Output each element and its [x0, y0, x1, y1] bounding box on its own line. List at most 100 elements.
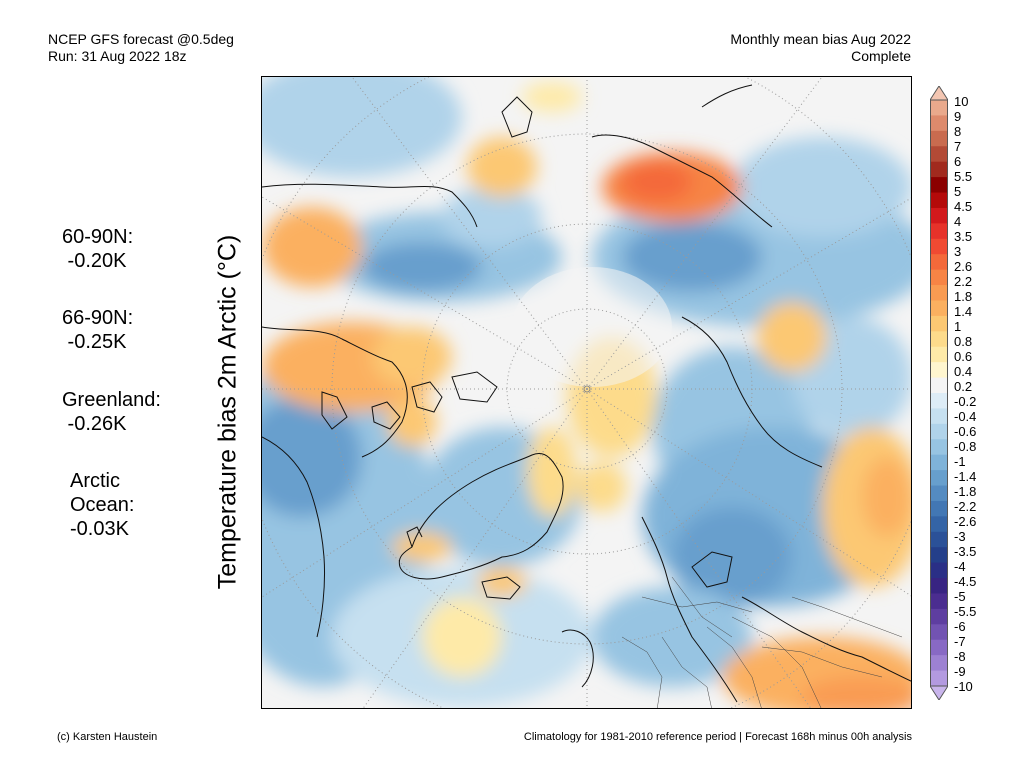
- y-axis-label: Temperature bias 2m Arctic (°C): [213, 234, 242, 590]
- colorbar-tick-label: -2.2: [954, 499, 977, 514]
- colorbar-tick-label: 6: [954, 154, 962, 169]
- colorbar-bin: [930, 223, 948, 240]
- colorbar-bin: [930, 470, 948, 487]
- bias-map: [261, 76, 912, 709]
- stat-label: Arctic: [70, 470, 120, 492]
- colorbar-tick-label: -9: [954, 664, 966, 679]
- colorbar-tick-label: 5.5: [954, 169, 973, 184]
- colorbar-tick-label: 3.5: [954, 229, 973, 244]
- header-right: Monthly mean bias Aug 2022 Complete: [730, 31, 911, 65]
- colorbar-bin: [930, 439, 948, 456]
- colorbar-tick-label: 3: [954, 244, 962, 259]
- colorbar-bin: [930, 624, 948, 641]
- stat-60-90n: 60-90N: -0.20K: [62, 225, 133, 273]
- bias-field: [262, 77, 911, 708]
- header-left: NCEP GFS forecast @0.5deg Run: 31 Aug 20…: [48, 31, 234, 65]
- colorbar-bin: [930, 454, 948, 471]
- colorbar-tick-label: -8: [954, 649, 966, 664]
- colorbar-tick-label: 4: [954, 214, 962, 229]
- colorbar-bin: [930, 408, 948, 425]
- colorbar-tick-label: 0.4: [954, 364, 973, 379]
- colorbar-tick-label: 2.2: [954, 274, 973, 289]
- colorbar-bin: [930, 362, 948, 379]
- colorbar-tick-label: -7: [954, 634, 966, 649]
- colorbar-tick-label: 1.8: [954, 289, 973, 304]
- colorbar-tick-label: -5: [954, 589, 966, 604]
- stat-label-2: Ocean:: [70, 494, 135, 516]
- colorbar-tick-label: 0.8: [954, 334, 973, 349]
- colorbar-bin: [930, 331, 948, 348]
- colorbar-tick-label: -0.8: [954, 439, 977, 454]
- colorbar-bin: [930, 269, 948, 286]
- colorbar-bin: [930, 115, 948, 132]
- colorbar-bin: [930, 146, 948, 163]
- colorbar-tick-label: 5: [954, 184, 962, 199]
- colorbar-bin: [930, 315, 948, 332]
- colorbar-tick-label: -3.5: [954, 544, 977, 559]
- stat-label: 66-90N:: [62, 307, 134, 329]
- map-svg: [262, 77, 911, 708]
- north-pole-marker: [583, 385, 591, 393]
- colorbar-tick-label: 2.6: [954, 259, 973, 274]
- footer-note: Climatology for 1981-2010 reference peri…: [523, 731, 912, 743]
- colorbar-tick-label: 8: [954, 124, 962, 139]
- coastlines: [262, 84, 911, 703]
- colorbar-bin: [930, 192, 948, 209]
- stat-value: -0.25K: [62, 331, 127, 353]
- status-text: Complete: [851, 48, 911, 64]
- colorbar-tick-label: -5.5: [954, 604, 977, 619]
- colorbar-bin: [930, 670, 948, 687]
- colorbar-tick-label: 1.4: [954, 304, 973, 319]
- colorbar-bin: [930, 485, 948, 502]
- colorbar-tick-label: 9: [954, 109, 962, 124]
- period-title: Monthly mean bias Aug 2022: [730, 31, 911, 47]
- colorbar-bin: [930, 377, 948, 394]
- colorbar-bin: [930, 608, 948, 625]
- graticule: [262, 77, 911, 708]
- colorbar-tick-label: -10: [954, 679, 973, 694]
- colorbar-bin: [930, 639, 948, 656]
- colorbar-bin: [930, 516, 948, 533]
- colorbar-bin: [930, 423, 948, 440]
- colorbar-tick-label: 10: [954, 94, 969, 109]
- colorbar-bin: [930, 562, 948, 579]
- colorbar-bin: [930, 393, 948, 409]
- run-time: Run: 31 Aug 2022 18z: [48, 48, 187, 64]
- colorbar-tick-label: -2.6: [954, 514, 977, 529]
- colorbar-tick-label: 7: [954, 139, 962, 154]
- colorbar-bin: [930, 130, 948, 147]
- colorbar-bin: [930, 547, 948, 564]
- colorbar-tick-label: -3: [954, 529, 966, 544]
- colorbar-bin: [930, 655, 948, 672]
- colorbar-bin: [930, 177, 948, 194]
- arctic-ocean-neutral: [512, 267, 672, 387]
- stat-value: -0.26K: [62, 413, 127, 435]
- stat-arctic-ocean: Arctic Ocean: -0.03K: [70, 469, 134, 541]
- stat-value: -0.20K: [62, 250, 127, 272]
- colorbar-bin: [930, 593, 948, 610]
- colorbar-bin: [930, 238, 948, 255]
- borders: [621, 576, 903, 708]
- colorbar-bin: [930, 531, 948, 548]
- colorbar-bottom-arrow: [930, 685, 948, 700]
- stat-greenland: Greenland: -0.26K: [62, 388, 161, 436]
- credit: (c) Karsten Haustein: [57, 731, 158, 743]
- colorbar-bin: [930, 100, 948, 116]
- colorbar-tick-label: 4.5: [954, 199, 973, 214]
- colorbar-tick-label: -6: [954, 619, 966, 634]
- colorbar-top-arrow: [930, 86, 948, 101]
- colorbar: [930, 86, 948, 700]
- stat-label: 60-90N:: [62, 226, 134, 248]
- colorbar-bin: [930, 285, 948, 301]
- stat-value: -0.03K: [70, 518, 129, 540]
- colorbar-tick-label: -1.4: [954, 469, 977, 484]
- colorbar-tick-label: -1: [954, 454, 966, 469]
- colorbar-tick-label: 0.2: [954, 379, 973, 394]
- colorbar-tick-label: -1.8: [954, 484, 977, 499]
- colorbar-tick-label: -4.5: [954, 574, 977, 589]
- colorbar-bin: [930, 254, 948, 271]
- colorbar-tick-label: -4: [954, 559, 966, 574]
- colorbar-bin: [930, 207, 948, 224]
- colorbar-tick-label: 1: [954, 319, 962, 334]
- colorbar-bin: [930, 300, 948, 317]
